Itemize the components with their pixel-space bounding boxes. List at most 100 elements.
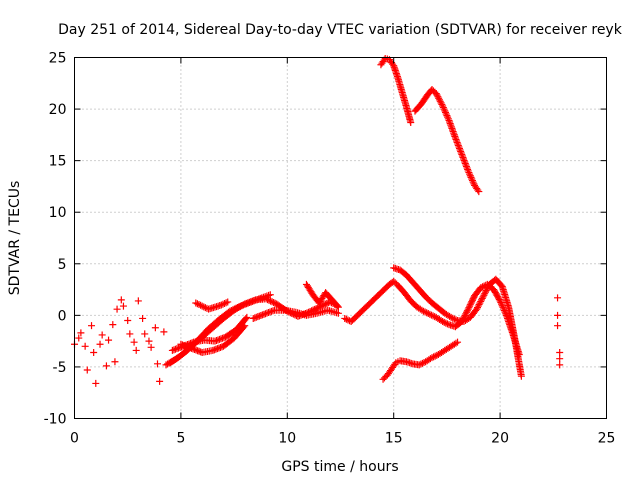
data-point <box>439 104 447 112</box>
data-point <box>554 322 562 330</box>
data-point <box>478 294 486 302</box>
data-point <box>241 322 249 330</box>
data-point <box>460 313 468 321</box>
data-point <box>473 305 481 313</box>
data-point <box>436 97 444 105</box>
data-point <box>440 318 448 326</box>
data-point <box>454 338 462 346</box>
data-point <box>267 297 275 305</box>
data-point <box>473 304 481 312</box>
data-point <box>464 167 472 175</box>
x-axis-label: GPS time / hours <box>281 459 398 475</box>
data-point <box>438 100 446 108</box>
data-point <box>320 301 328 309</box>
data-point <box>132 346 140 354</box>
data-point <box>113 305 121 313</box>
data-point <box>266 291 274 299</box>
data-point <box>495 295 503 303</box>
data-point <box>468 177 476 185</box>
data-point <box>418 359 426 367</box>
data-point <box>427 311 435 319</box>
data-point <box>317 302 325 310</box>
data-point <box>227 306 235 314</box>
data-point <box>92 379 100 387</box>
data-point <box>198 302 206 310</box>
data-point <box>450 315 458 323</box>
data-point <box>439 102 447 110</box>
data-point <box>334 309 342 317</box>
plot-frame <box>74 57 607 419</box>
data-point <box>81 342 89 350</box>
data-point <box>124 317 132 325</box>
data-point <box>156 377 164 385</box>
y-tick-label: -10 <box>44 412 67 428</box>
y-tick-label: 15 <box>49 154 67 170</box>
data-point <box>224 298 232 306</box>
data-point <box>424 310 432 318</box>
x-tick-label: 20 <box>491 431 509 447</box>
data-point <box>481 288 489 296</box>
data-point <box>465 304 473 312</box>
grid <box>74 57 607 419</box>
data-point <box>270 299 278 307</box>
data-point <box>467 173 475 181</box>
data-point <box>469 295 477 303</box>
data-point <box>443 320 451 328</box>
y-tick-label: -5 <box>53 360 67 376</box>
data-point <box>111 358 119 366</box>
data-point <box>428 354 436 362</box>
data-point <box>432 90 440 98</box>
data-point <box>321 300 329 308</box>
data-point <box>466 302 474 310</box>
data-point <box>242 315 250 323</box>
data-point <box>501 308 509 316</box>
data-point <box>415 361 423 369</box>
data-point <box>459 316 467 324</box>
data-point <box>151 324 159 332</box>
data-point <box>233 304 241 312</box>
data-point <box>96 340 104 348</box>
data-point <box>463 308 471 316</box>
y-tick-label: 10 <box>49 205 67 221</box>
data-point <box>429 312 437 320</box>
data-point <box>447 313 455 321</box>
data-point <box>102 362 110 370</box>
data-point <box>192 299 200 307</box>
data-point <box>219 300 227 308</box>
data-point <box>434 93 442 101</box>
data-point <box>515 351 523 359</box>
x-tick-label: 25 <box>598 431 616 447</box>
data-point <box>334 303 342 311</box>
y-tick-label: 5 <box>58 257 67 273</box>
data-point <box>442 319 450 327</box>
data-point <box>226 307 234 315</box>
data-point <box>258 294 266 302</box>
data-point <box>265 291 273 299</box>
data-point <box>229 306 237 314</box>
data-point <box>243 313 251 321</box>
y-tick-label: 25 <box>49 51 67 67</box>
data-point <box>479 283 487 291</box>
data-point <box>342 315 350 323</box>
data-point <box>466 172 474 180</box>
data-point <box>419 307 427 315</box>
data-point <box>98 331 106 339</box>
data-point <box>554 294 562 302</box>
data-point <box>261 293 269 301</box>
data-point <box>474 186 482 194</box>
data-point <box>458 318 466 326</box>
data-point <box>437 99 445 107</box>
data-point <box>426 310 434 318</box>
data-point <box>126 330 134 338</box>
data-point <box>130 338 138 346</box>
data-point <box>435 94 443 102</box>
y-axis-ticks: -10 -5 0 5 10 15 20 25 <box>44 51 607 428</box>
data-point <box>200 303 208 311</box>
data-point <box>481 290 489 298</box>
data-point <box>500 305 508 313</box>
data-point <box>466 301 474 309</box>
data-point <box>314 304 322 312</box>
data-point <box>442 110 450 118</box>
data-point <box>232 304 240 312</box>
